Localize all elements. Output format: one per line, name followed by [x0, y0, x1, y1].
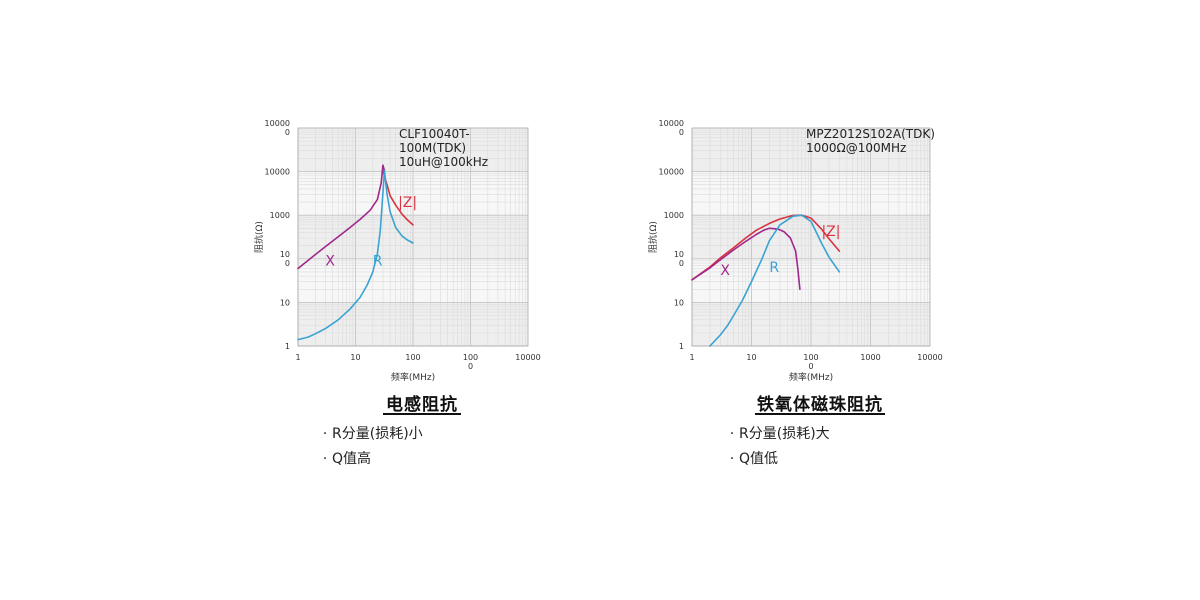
y-tick-label: 10 0	[674, 250, 684, 268]
series-x-label: X	[720, 263, 730, 279]
series-z-line	[382, 169, 414, 226]
x-tick-label: 10	[746, 353, 756, 362]
y-axis-label: 阻抗(Ω)	[647, 221, 659, 253]
y-tick-label: 10 0	[280, 250, 290, 268]
x-tick-label: 1	[295, 353, 300, 362]
part-number-label: CLF10040T-100M(TDK) 10uH@100kHz	[399, 127, 488, 169]
series-r-line	[709, 214, 841, 347]
series-r-line	[297, 169, 414, 341]
y-tick-label: 1000	[270, 211, 290, 220]
caption-underline	[383, 413, 461, 415]
caption-underline	[755, 413, 885, 415]
series-x-label: X	[325, 254, 335, 270]
plot-frame	[691, 127, 931, 347]
y-tick-label: 10000	[659, 168, 684, 177]
plot-frame	[297, 127, 529, 347]
chart-caption: 铁氧体磁珠阻抗	[757, 395, 883, 415]
y-axis-label: 阻抗(Ω)	[253, 221, 265, 253]
grid	[297, 127, 529, 347]
y-tick-label: 10000 0	[659, 119, 684, 137]
y-tick-label: 10000 0	[265, 119, 290, 137]
y-tick-label: 1000	[664, 211, 684, 220]
series-x-line	[297, 164, 386, 270]
y-tick-label: 1	[285, 342, 290, 351]
bullet-list: · R分量(损耗)大 · Q值低	[725, 422, 830, 472]
inductor-panel: 1 10 10 0 1000 10000 10000 0 1 10 100 100 0 10000 频率(M…	[253, 119, 541, 472]
x-tick-label: 1	[689, 353, 694, 362]
series-x-line	[691, 227, 801, 291]
y-tick-label: 10000	[265, 168, 290, 177]
grid	[691, 127, 931, 347]
bullet-item: · Q值低	[729, 451, 779, 467]
bullet-item: · Q值高	[322, 451, 372, 467]
x-axis-label: 频率(MHz)	[391, 371, 435, 383]
bullet-item: · R分量(损耗)小	[322, 426, 423, 442]
series-z-label: |Z|	[398, 195, 417, 211]
x-tick-label: 100	[405, 353, 420, 362]
chart-caption: 电感阻抗	[386, 395, 458, 415]
x-tick-label: 10000	[515, 353, 540, 362]
x-tick-label: 10	[350, 353, 360, 362]
ferrite-bead-impedance-chart: 1 10 10 0 1000 10000 10000 0 1 10 100 0 1000 10000 频率(…	[647, 119, 943, 383]
series-r-label: R	[373, 254, 383, 270]
part-number-label: MPZ2012S102A(TDK) 1000Ω@100MHz	[806, 127, 935, 155]
x-tick-label: 1000	[860, 353, 880, 362]
x-tick-label: 10000	[917, 353, 942, 362]
y-tick-label: 10	[674, 298, 684, 307]
x-axis-label: 频率(MHz)	[789, 371, 833, 383]
inductor-impedance-chart: 1 10 10 0 1000 10000 10000 0 1 10 100 100 0 10000 频率(M…	[253, 119, 541, 383]
bullet-list: · R分量(损耗)小 · Q值高	[318, 422, 423, 472]
series-z-label: |Z|	[821, 224, 840, 240]
y-tick-label: 10	[280, 298, 290, 307]
series-r-label: R	[769, 260, 779, 276]
y-tick-label: 1	[679, 342, 684, 351]
bullet-item: · R分量(损耗)大	[729, 426, 830, 442]
series-z-line	[691, 214, 841, 281]
